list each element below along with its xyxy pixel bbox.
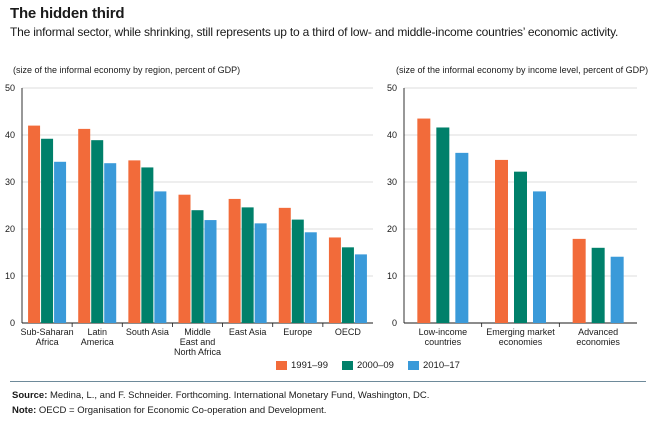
footer-divider [10, 381, 646, 382]
bar-0-4-2 [254, 223, 267, 323]
bar-0-4-1 [241, 207, 254, 323]
legend-swatch-2000-09 [341, 361, 353, 370]
legend-item-2010-17: 2010–17 [407, 360, 460, 371]
bar-1-0-0 [417, 118, 431, 323]
x-tick-label-1-1-1: economies [499, 337, 543, 347]
bar-0-5-0 [278, 207, 291, 323]
left-panel-ylabel: (size of the informal economy by region,… [13, 65, 241, 75]
x-tick-label-1-0-0: Low-income [419, 327, 468, 337]
x-tick-label-0-6-0: OECD [335, 327, 362, 337]
y-tick-label-1-3: 30 [387, 177, 397, 187]
bar-0-3-0 [178, 194, 191, 323]
note-label: Note: [12, 405, 37, 416]
x-tick-label-0-2-0: South Asia [126, 327, 169, 337]
x-tick-label-0-3-2: North Africa [174, 347, 221, 357]
legend-swatch-1991-99 [276, 361, 287, 370]
y-tick-label-0-1: 10 [5, 271, 15, 281]
bar-0-2-1 [141, 167, 154, 323]
legend-label-2000-09: 2000–09 [356, 360, 394, 371]
legend-label-2010-17: 2010–17 [422, 360, 460, 371]
x-tick-label-1-2-1: economies [576, 337, 620, 347]
x-tick-label-0-1-1: America [81, 337, 114, 347]
y-tick-label-0-3: 30 [5, 177, 15, 187]
y-tick-label-1-1: 10 [387, 271, 397, 281]
bar-0-5-1 [291, 219, 304, 323]
bar-1-1-0 [495, 159, 508, 323]
bar-0-3-1 [191, 210, 204, 323]
x-tick-label-1-2-0: Advanced [578, 327, 618, 337]
bar-1-2-1 [591, 247, 605, 323]
x-tick-label-0-1-0: Latin [87, 327, 107, 337]
legend-swatch-2010-17 [407, 361, 419, 370]
y-tick-label-1-0: 0 [392, 318, 397, 328]
y-tick-label-0-0: 0 [10, 318, 15, 328]
legend-item-1991-99: 1991–99 [276, 360, 328, 371]
bar-0-1-1 [91, 140, 104, 323]
bar-0-1-2 [104, 163, 117, 323]
x-tick-label-1-0-1: countries [425, 337, 462, 347]
bar-0-5-2 [304, 232, 317, 323]
bar-1-1-1 [514, 171, 527, 323]
bar-0-6-1 [341, 247, 354, 323]
bar-0-6-0 [328, 237, 341, 323]
legend-label-1991-99: 1991–99 [291, 360, 328, 371]
x-tick-label-0-0-1: Africa [36, 337, 59, 347]
bar-1-0-2 [455, 152, 469, 323]
bar-1-2-0 [572, 238, 586, 323]
bar-0-0-0 [28, 125, 41, 323]
chart-subtitle: The informal sector, while shrinking, st… [10, 25, 619, 39]
bar-0-2-0 [128, 160, 141, 323]
bar-0-6-2 [354, 254, 367, 323]
x-tick-label-0-0-0: Sub-Saharan [21, 327, 74, 337]
bar-0-2-2 [154, 191, 167, 323]
bar-1-2-2 [610, 256, 624, 323]
y-tick-label-1-2: 20 [387, 224, 397, 234]
source-note: Source: Medina, L., and F. Schneider. Fo… [12, 390, 429, 401]
right-panel-ylabel: (size of the informal economy by income … [396, 65, 649, 75]
source-label: Source: [12, 390, 48, 401]
bar-0-0-1 [41, 138, 54, 323]
bar-1-0-1 [436, 127, 450, 323]
source-text: Medina, L., and F. Schneider. Forthcomin… [50, 390, 430, 401]
y-tick-label-1-4: 40 [387, 130, 397, 140]
x-tick-label-0-3-1: East and [180, 337, 216, 347]
y-tick-label-0-2: 20 [5, 224, 15, 234]
x-tick-label-0-3-0: Middle [184, 327, 211, 337]
bar-1-1-2 [533, 191, 546, 323]
bar-0-1-0 [78, 128, 91, 323]
note-text: OECD = Organisation for Economic Co-oper… [38, 405, 327, 416]
footnote: Note: OECD = Organisation for Economic C… [12, 405, 326, 416]
chart-title: The hidden third [10, 5, 125, 22]
x-tick-label-0-5-0: Europe [283, 327, 312, 337]
x-tick-label-1-1-0: Emerging market [486, 327, 555, 337]
x-tick-label-0-4-0: East Asia [229, 327, 267, 337]
legend-item-2000-09: 2000–09 [341, 360, 394, 371]
bar-0-3-2 [204, 220, 217, 323]
bar-0-0-2 [54, 161, 67, 323]
y-tick-label-0-5: 50 [5, 83, 15, 93]
y-tick-label-1-5: 50 [387, 83, 397, 93]
bar-0-4-0 [228, 198, 241, 323]
y-tick-label-0-4: 40 [5, 130, 15, 140]
legend: 1991–99 2000–09 2010–17 [276, 360, 460, 371]
